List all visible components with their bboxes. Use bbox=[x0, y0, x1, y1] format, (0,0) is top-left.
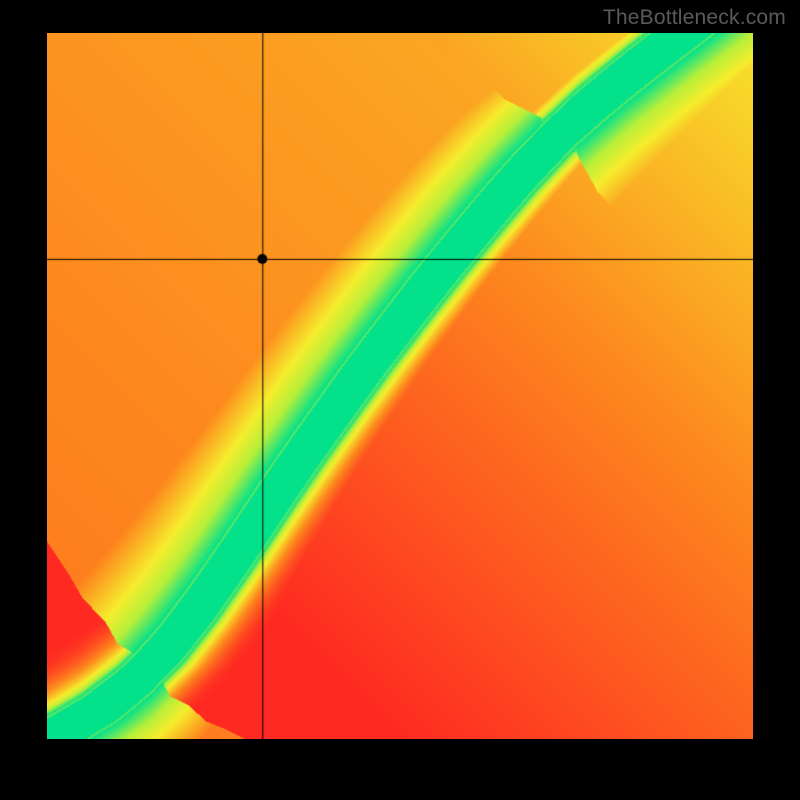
heatmap-canvas bbox=[47, 33, 753, 739]
heatmap-plot bbox=[47, 33, 753, 739]
watermark-text: TheBottleneck.com bbox=[603, 6, 786, 30]
